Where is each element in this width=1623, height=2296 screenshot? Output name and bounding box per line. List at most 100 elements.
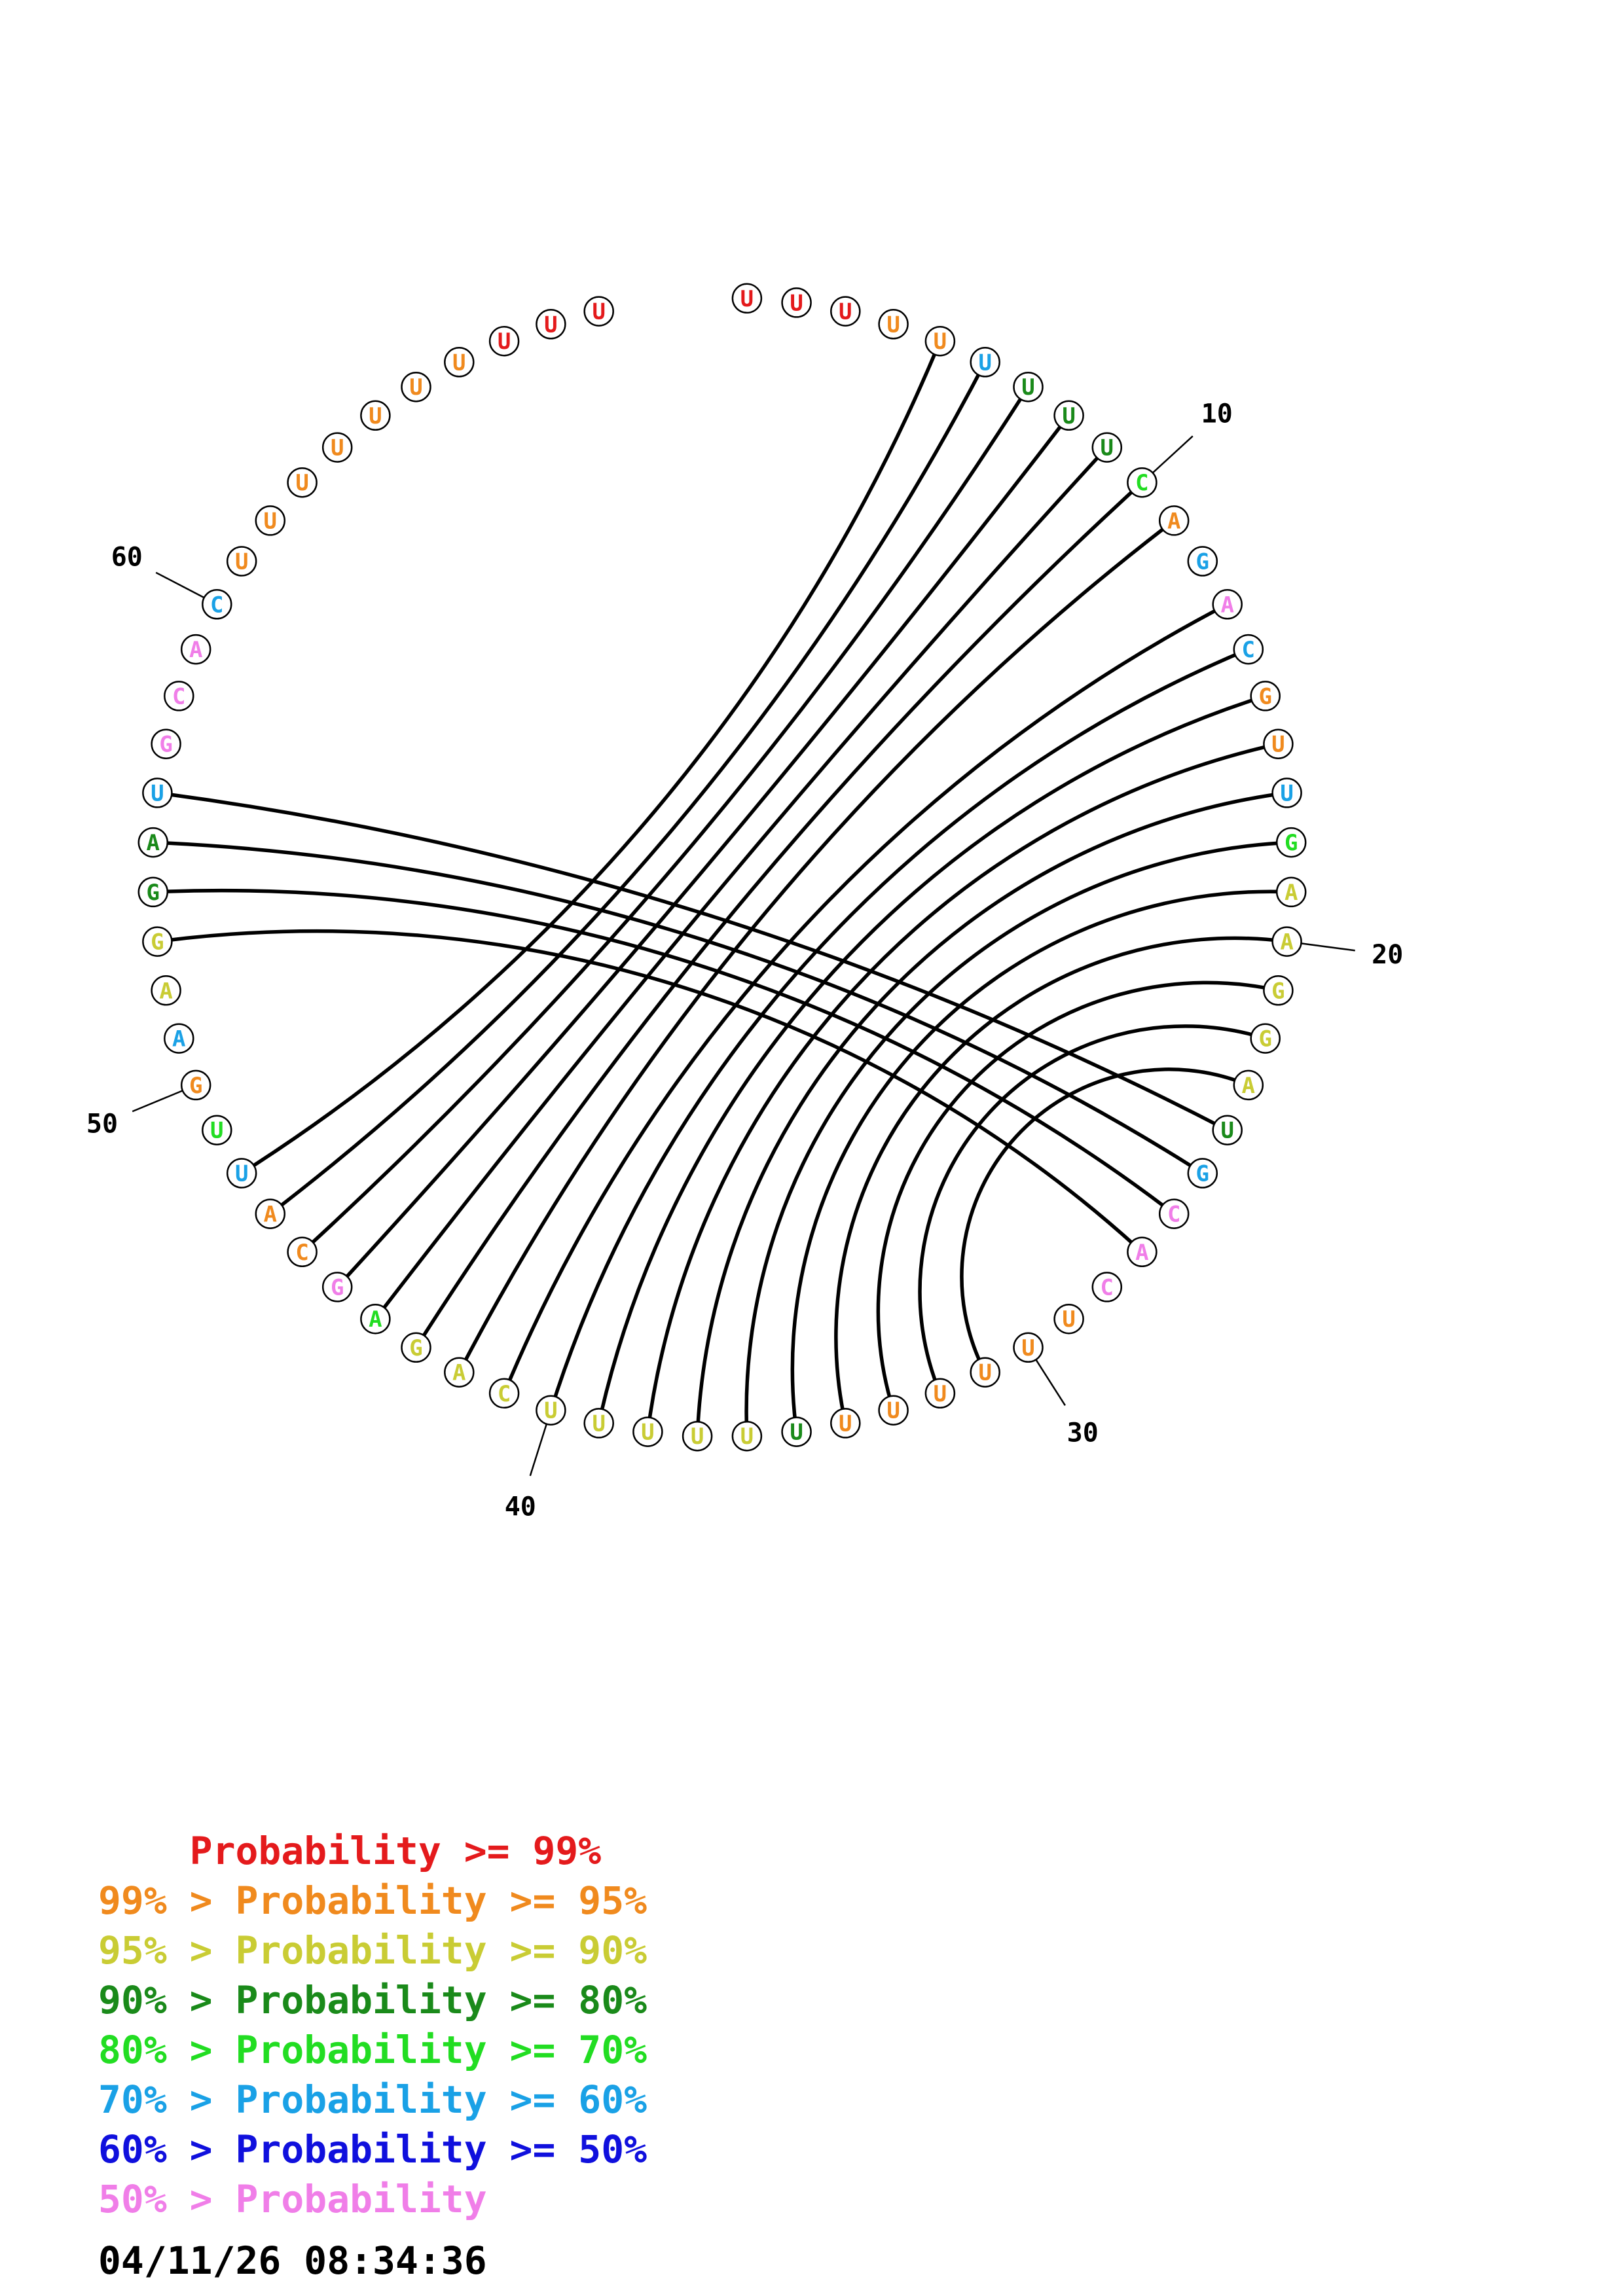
nucleotide-7: U — [1013, 371, 1044, 403]
nucleotide-14: C — [1233, 634, 1264, 665]
nucleotide-circle-32 — [924, 1378, 956, 1409]
nucleotide-circle-15 — [1250, 681, 1281, 711]
nucleotide-circle-48 — [226, 1158, 257, 1189]
nucleotide-13: A — [1212, 589, 1243, 620]
nucleotide-circle-24 — [1212, 1115, 1243, 1145]
nucleotide-circle-42 — [444, 1357, 475, 1388]
legend-row-2: 95% > Probability >= 90% — [98, 1928, 647, 1973]
nucleotide-35: U — [781, 1416, 812, 1447]
nucleotide-circle-8 — [1053, 400, 1084, 431]
tick-line-50 — [132, 1090, 183, 1113]
nucleotide-65: U — [360, 400, 391, 431]
nucleotide-letter-48: U — [235, 1161, 248, 1187]
nucleotide-circle-50 — [180, 1069, 211, 1101]
nucleotide-letter-57: G — [159, 732, 172, 758]
nucleotide-55: A — [137, 827, 169, 858]
pair-arc-9-44 — [374, 446, 1108, 1320]
legend-row-4: 80% > Probability >= 70% — [98, 2028, 647, 2072]
nucleotide-letter-13: A — [1220, 592, 1233, 618]
position-ticks: 10 20 30 40 50 60 — [86, 399, 1403, 1522]
nucleotide-letter-37: U — [691, 1424, 704, 1450]
pair-arc-23-31 — [960, 1067, 1249, 1373]
nucleotide-circle-40 — [536, 1395, 566, 1426]
nucleotide-33: U — [878, 1395, 909, 1426]
nucleotide-letter-49: U — [210, 1118, 223, 1144]
nucleotide-circle-19 — [1275, 876, 1307, 908]
nucleotide-letter-66: U — [409, 374, 422, 401]
nucleotide-letter-67: U — [452, 350, 465, 376]
nucleotide-letter-19: A — [1285, 880, 1298, 906]
nucleotide-letter-30: U — [1021, 1335, 1034, 1361]
nucleotide-46: C — [287, 1236, 318, 1268]
nucleotide-letter-42: A — [452, 1360, 465, 1386]
nucleotide-52: A — [151, 975, 181, 1006]
tick-line-20 — [1301, 942, 1355, 952]
nucleotide-letter-18: G — [1285, 830, 1298, 856]
pair-arc-24-56 — [157, 791, 1228, 1132]
nucleotide-61: U — [226, 546, 257, 577]
nucleotide-41: C — [488, 1378, 520, 1409]
pair-arc-15-39 — [597, 694, 1266, 1424]
nucleotide-15: G — [1250, 681, 1281, 711]
nucleotide-25: G — [1187, 1158, 1218, 1189]
nucleotide-letter-40: U — [544, 1398, 557, 1424]
nucleotide-letter-24: U — [1220, 1118, 1233, 1144]
nucleotide-letter-17: U — [1280, 780, 1293, 806]
nucleotide-letter-35: U — [790, 1420, 803, 1446]
nucleotide-letter-38: U — [641, 1420, 654, 1446]
nucleotide-circle-26 — [1158, 1198, 1190, 1229]
nucleotide-letter-53: G — [151, 929, 164, 956]
nucleotide-letter-22: G — [1258, 1026, 1271, 1052]
nucleotide-17: U — [1271, 778, 1302, 808]
nucleotide-54: G — [137, 876, 169, 908]
nucleotide-28: C — [1091, 1272, 1123, 1302]
nucleotide-letter-23: A — [1242, 1073, 1255, 1099]
nucleotide-circle-12 — [1187, 546, 1218, 577]
nucleotide-68: U — [488, 325, 520, 357]
nucleotide-23: A — [1233, 1069, 1264, 1101]
nucleotide-letter-31: U — [978, 1360, 991, 1386]
nucleotide-letter-68: U — [498, 329, 511, 355]
nucleotide-9: U — [1091, 432, 1123, 463]
nucleotide-circle-46 — [287, 1236, 318, 1268]
nucleotide-letter-61: U — [235, 549, 248, 575]
nucleotide-circle-69 — [536, 309, 566, 340]
tick-label-40: 40 — [505, 1492, 536, 1522]
nucleotide-letter-29: U — [1062, 1306, 1075, 1333]
nucleotide-letter-69: U — [544, 312, 557, 338]
nucleotide-letter-6: U — [978, 350, 991, 376]
nucleotide-circle-68 — [488, 325, 520, 357]
nucleotide-38: U — [632, 1416, 663, 1447]
nucleotide-circle-56 — [142, 778, 173, 808]
nucleotide-3: U — [830, 296, 861, 327]
nucleotide-circle-64 — [321, 432, 353, 463]
nucleotide-circle-41 — [488, 1378, 520, 1409]
nucleotide-21: G — [1263, 975, 1294, 1006]
pair-arc-13-41 — [502, 602, 1228, 1394]
nucleotide-circle-67 — [444, 347, 475, 378]
nucleotide-letter-58: C — [172, 683, 185, 709]
tick-line-60 — [155, 571, 205, 599]
pair-arc-11-42 — [457, 519, 1175, 1373]
nucleotide-27: A — [1127, 1236, 1158, 1268]
nucleotide-circle-59 — [180, 634, 211, 665]
nucleotide-letter-10: C — [1135, 470, 1148, 496]
nucleotide-circle-62 — [255, 505, 286, 536]
pair-arc-19-35 — [790, 889, 1292, 1432]
nucleotide-letter-12: G — [1196, 549, 1209, 575]
nucleotide-circle-21 — [1263, 975, 1294, 1006]
legend-row-3: 90% > Probability >= 80% — [98, 1978, 647, 2022]
base-pair-arcs — [153, 340, 1292, 1437]
nucleotide-letter-3: U — [839, 299, 852, 325]
nucleotide-letter-60: C — [210, 592, 223, 618]
nucleotide-letter-11: A — [1167, 508, 1180, 534]
nucleotide-letter-50: G — [189, 1073, 202, 1099]
tick-label-50: 50 — [86, 1109, 118, 1139]
nucleotide-34: U — [830, 1408, 861, 1439]
nucleotide-circle-28 — [1091, 1272, 1123, 1302]
nucleotide-letter-46: C — [295, 1240, 308, 1266]
nucleotide-letter-25: G — [1196, 1161, 1209, 1187]
nucleotide-circle-17 — [1271, 778, 1302, 808]
nucleotide-letter-52: A — [159, 978, 172, 1004]
